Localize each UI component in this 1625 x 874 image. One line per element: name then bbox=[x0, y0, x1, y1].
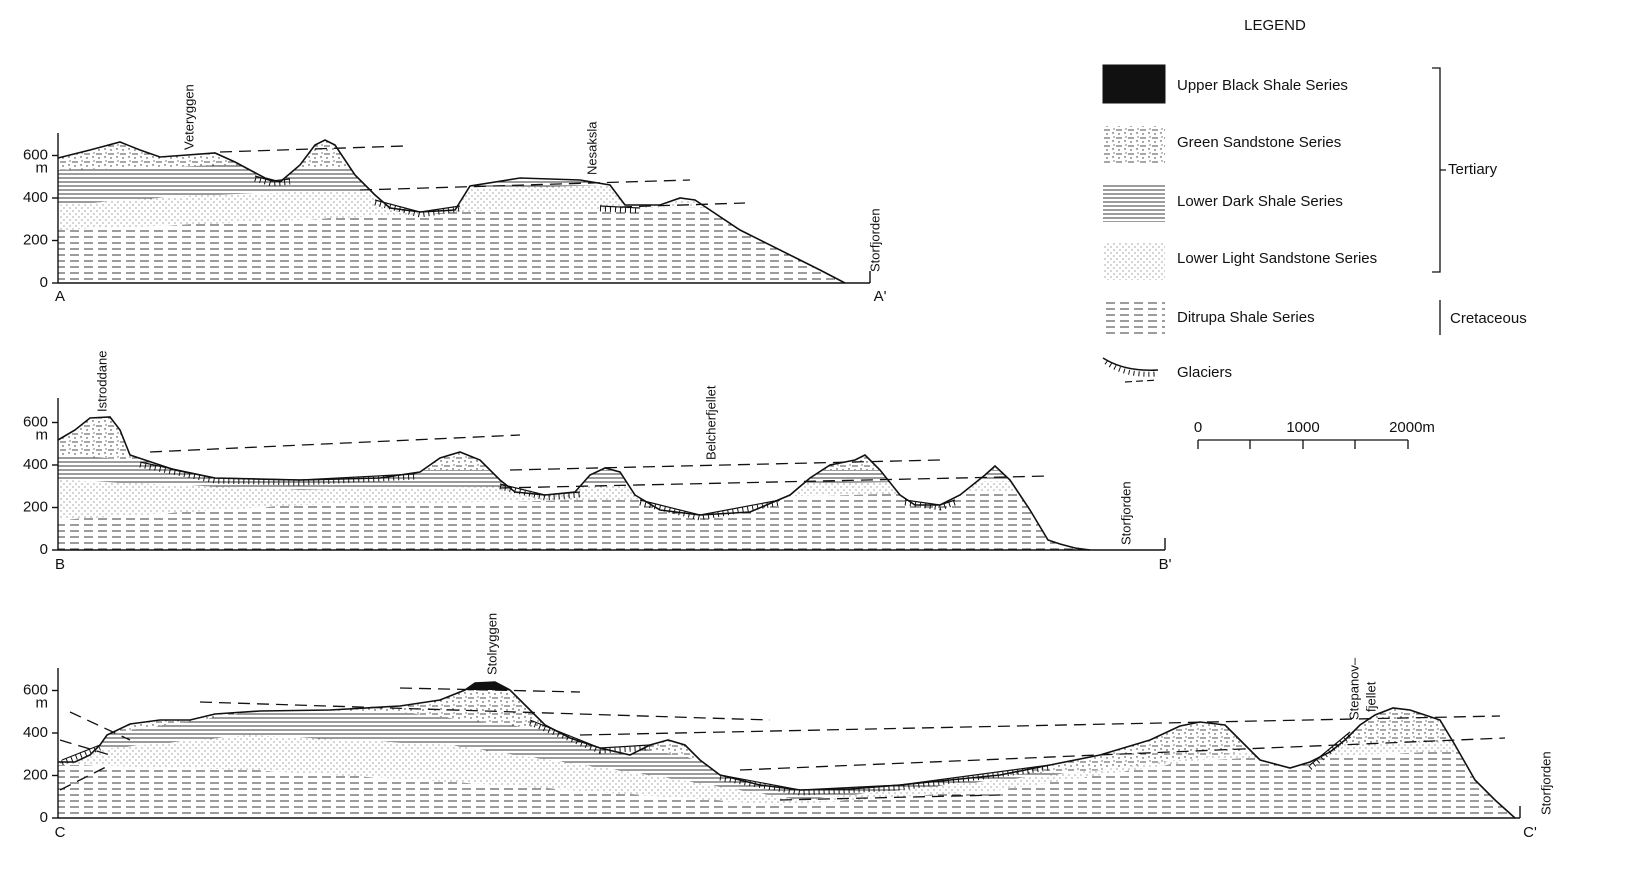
section-end: A' bbox=[874, 288, 887, 305]
legend-swatch bbox=[1103, 242, 1165, 280]
axis-label: m bbox=[36, 694, 49, 711]
legend-glacier bbox=[1125, 380, 1158, 382]
axis-label: 0 bbox=[40, 274, 48, 291]
axis-label: m bbox=[36, 426, 49, 443]
axis-label: 200 bbox=[23, 766, 48, 783]
section-start: A bbox=[55, 288, 65, 305]
axis-label: 400 bbox=[23, 456, 48, 473]
section-end: C' bbox=[1523, 824, 1537, 841]
projected-line bbox=[150, 435, 520, 452]
place-name: Stolryggen bbox=[484, 613, 499, 675]
place-name: Storfjorden bbox=[867, 208, 882, 272]
cross-sections: LEGEND Upper Black Shale Series Green San… bbox=[0, 0, 1625, 874]
axis-label: 400 bbox=[23, 189, 48, 206]
legend-swatch bbox=[1103, 65, 1165, 103]
legend-swatch bbox=[1103, 126, 1165, 164]
legend-swatch bbox=[1103, 300, 1165, 338]
legend-title: LEGEND bbox=[1244, 17, 1306, 34]
axis-label: 0 bbox=[40, 809, 48, 826]
place-name: Veteryggen bbox=[181, 84, 196, 150]
legend-label: Ditrupa Shale Series bbox=[1177, 309, 1315, 326]
axis-label: 200 bbox=[23, 498, 48, 515]
legend-label: Upper Black Shale Series bbox=[1177, 77, 1348, 94]
place-name: Istroddane bbox=[94, 351, 109, 412]
group-label: Tertiary bbox=[1448, 161, 1498, 178]
legend-label: Green Sandstone Series bbox=[1177, 134, 1341, 151]
legend-label: Lower Dark Shale Series bbox=[1177, 193, 1343, 210]
scale-label: 0 bbox=[1194, 419, 1202, 436]
place-name: Nesaksla bbox=[584, 121, 599, 175]
scale-label: 1000 bbox=[1286, 419, 1319, 436]
scale-label: 2000m bbox=[1389, 419, 1435, 436]
place-name: Belcherfjellet bbox=[703, 385, 718, 460]
axis-label: 400 bbox=[23, 724, 48, 741]
axis-label: 200 bbox=[23, 231, 48, 248]
legend: LEGEND Upper Black Shale Series Green San… bbox=[1103, 17, 1527, 382]
legend-label: Lower Light Sandstone Series bbox=[1177, 250, 1377, 267]
axis-label: m bbox=[36, 159, 49, 176]
section-start: B bbox=[55, 556, 65, 573]
axis-label: 0 bbox=[40, 541, 48, 558]
section-start: C bbox=[55, 824, 66, 841]
bracket bbox=[1432, 68, 1446, 272]
legend-label: Glaciers bbox=[1177, 364, 1232, 381]
group-label: Cretaceous bbox=[1450, 310, 1527, 327]
section-end: B' bbox=[1159, 556, 1172, 573]
place-name: Stepanov– bbox=[1346, 657, 1361, 720]
place-name: Storfjorden bbox=[1118, 481, 1133, 545]
place-name: Storfjorden bbox=[1538, 751, 1553, 815]
projected-line bbox=[500, 476, 1050, 488]
place-name: fjellet bbox=[1363, 681, 1378, 712]
legend-swatch bbox=[1103, 184, 1165, 222]
